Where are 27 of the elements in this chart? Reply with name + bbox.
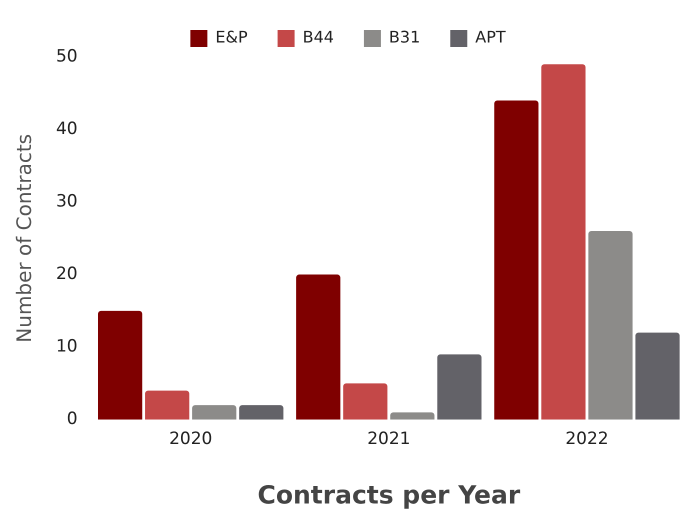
y-tick-label: 20 — [56, 264, 78, 284]
y-tick-label: 40 — [56, 118, 78, 139]
y-tick-label: 10 — [56, 336, 78, 356]
bar — [98, 310, 142, 420]
legend-label: APT — [475, 28, 506, 47]
bar — [588, 231, 633, 420]
x-axis-title: Contracts per Year — [257, 480, 521, 510]
bar — [296, 274, 340, 420]
y-tick-label: 50 — [56, 46, 78, 66]
bar — [192, 405, 236, 420]
bar — [343, 383, 388, 420]
x-tick-label: 2021 — [367, 429, 410, 450]
x-tick-label: 2022 — [565, 429, 609, 450]
bar — [541, 64, 586, 420]
bar — [239, 405, 284, 420]
legend-label: B31 — [388, 28, 420, 47]
bar — [494, 100, 538, 420]
x-tick-label: 2020 — [169, 429, 212, 450]
y-tick-label: 0 — [66, 409, 78, 430]
legend-label: B44 — [302, 28, 334, 47]
bar — [145, 390, 190, 420]
bar — [390, 412, 434, 420]
legend-label: E&P — [215, 28, 248, 47]
y-tick-label: 30 — [56, 191, 78, 212]
bar — [635, 332, 680, 420]
y-axis-title: Number of Contracts — [12, 134, 36, 343]
bar — [437, 354, 482, 420]
